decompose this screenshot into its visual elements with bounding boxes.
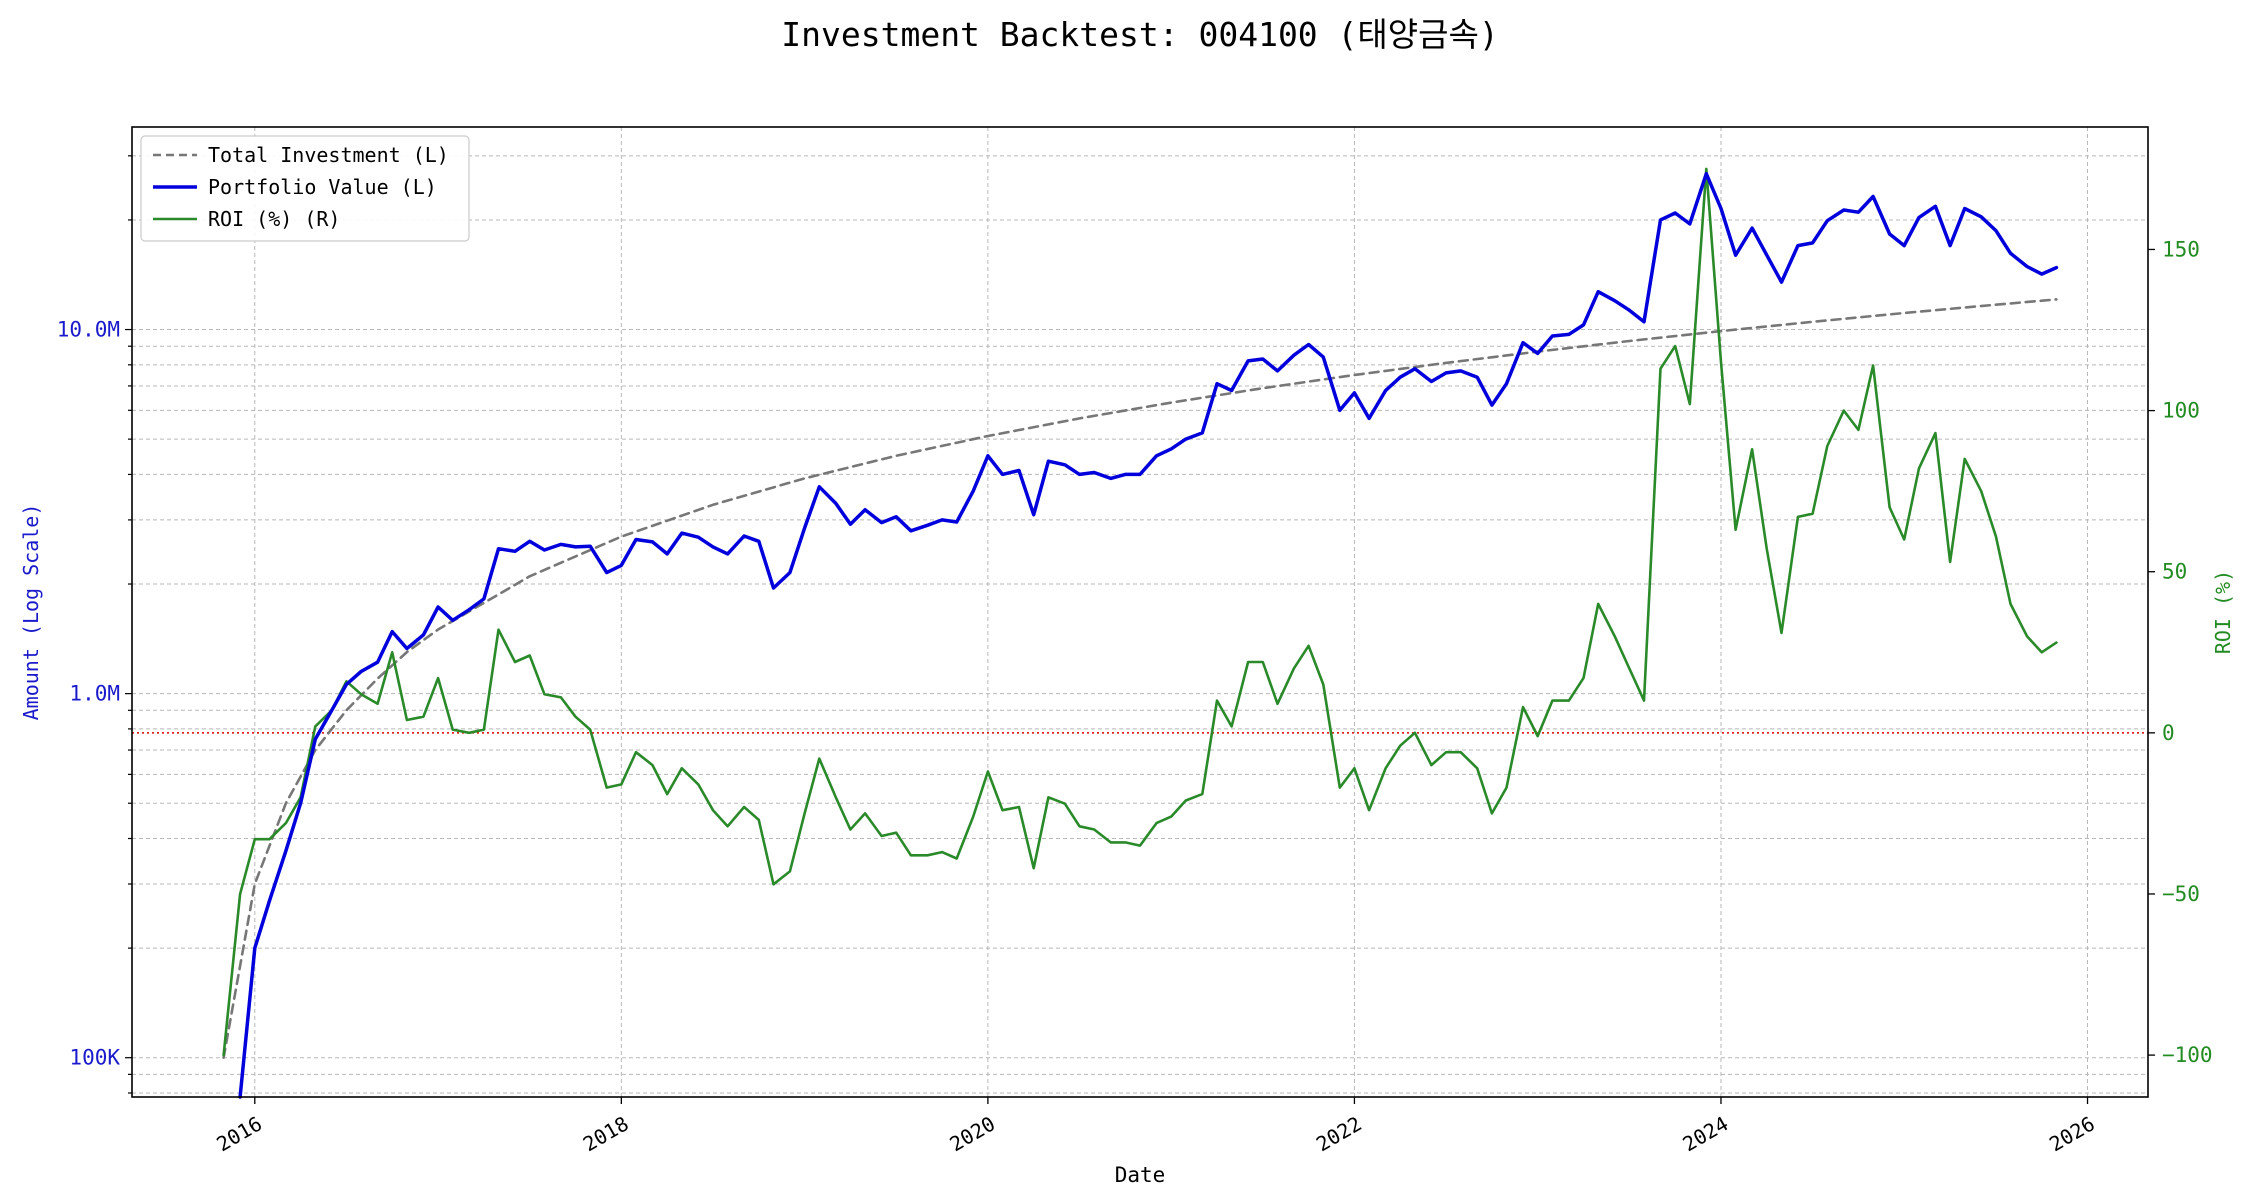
x-tick-label: 2016 <box>212 1111 266 1156</box>
legend-label-roi: ROI (%) (R) <box>208 207 340 231</box>
x-tick-label: 2020 <box>945 1111 999 1156</box>
x-tick-label: 2024 <box>1679 1111 1733 1156</box>
x-axis-label: Date <box>1115 1163 1166 1187</box>
right-tick-label: 150 <box>2162 237 2200 261</box>
portfolio-value-line <box>238 171 2059 1099</box>
x-tick-label: 2026 <box>2045 1111 2099 1156</box>
series-layer <box>132 167 2148 1099</box>
left-tick-label: 10.0M <box>57 318 120 342</box>
chart-title: Investment Backtest: 004100 (태양금속) <box>781 15 1498 54</box>
legend-label-total-investment: Total Investment (L) <box>208 143 449 167</box>
x-tick-label: 2018 <box>579 1111 633 1156</box>
right-tick-label: −50 <box>2162 882 2200 906</box>
right-tick-label: −100 <box>2162 1043 2213 1067</box>
left-tick-label: 100K <box>69 1046 120 1070</box>
legend-label-portfolio-value: Portfolio Value (L) <box>208 175 437 199</box>
right-tick-label: 0 <box>2162 721 2175 745</box>
left-y-axis-label: Amount (Log Scale) <box>19 504 43 721</box>
total-investment-line <box>222 298 2058 1059</box>
plot-frame <box>131 126 2149 1098</box>
right-tick-label: 100 <box>2162 399 2200 423</box>
right-y-axis-label: ROI (%) <box>2211 570 2235 654</box>
left-tick-label: 1.0M <box>69 682 120 706</box>
roi-line <box>222 167 2058 1057</box>
right-tick-label: 50 <box>2162 560 2187 584</box>
legend: Total Investment (L) Portfolio Value (L)… <box>140 135 470 242</box>
grid-layer <box>132 127 2148 1097</box>
x-tick-label: 2022 <box>1312 1111 1366 1156</box>
legend-box <box>140 135 470 242</box>
